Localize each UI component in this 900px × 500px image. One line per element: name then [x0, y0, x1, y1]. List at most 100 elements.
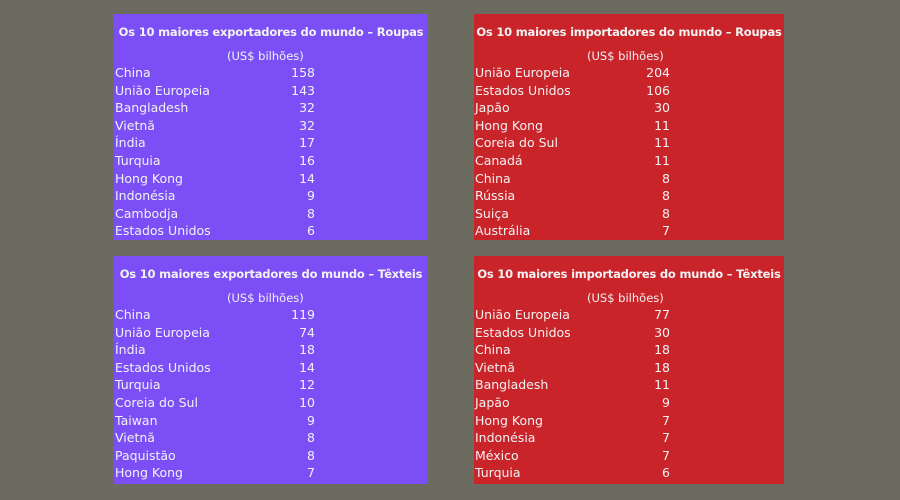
- value-label: 10: [299, 394, 315, 410]
- country-label: Bangladesh: [475, 377, 549, 393]
- table-row: Bangladesh 11: [474, 376, 784, 394]
- country-label: Estados Unidos: [115, 359, 211, 375]
- value-label: 7: [662, 447, 670, 463]
- country-label: Turquia: [115, 152, 161, 168]
- country-label: Estados Unidos: [475, 82, 571, 98]
- importers-clothing-panel: Os 10 maiores importadores do mundo – Ro…: [474, 14, 784, 240]
- country-label: Taiwan: [115, 412, 158, 428]
- table-row: México 7: [474, 447, 784, 465]
- value-label: 16: [299, 152, 315, 168]
- table-row: Hong Kong 14: [114, 170, 428, 188]
- value-label: 11: [654, 117, 670, 133]
- country-label: Coreia do Sul: [475, 135, 558, 151]
- value-label: 106: [646, 82, 670, 98]
- table-row: China 158: [114, 64, 428, 82]
- country-label: China: [115, 65, 151, 80]
- country-label: Índia: [115, 342, 146, 358]
- value-label: 11: [654, 135, 670, 151]
- country-label: Estados Unidos: [115, 223, 211, 239]
- country-label: Vietnã: [115, 430, 155, 446]
- value-label: 7: [307, 465, 315, 481]
- country-label: Cambodja: [115, 205, 179, 221]
- table-row: Austrália 7: [474, 222, 784, 240]
- table-body: União Europeia 77 Estados Unidos 30 China 18 V…: [474, 306, 784, 482]
- country-label: Turquia: [475, 465, 521, 481]
- country-label: Hong Kong: [115, 170, 183, 186]
- table-row: Turquia 16: [114, 152, 428, 170]
- country-label: União Europeia: [475, 307, 570, 322]
- country-label: Suiça: [475, 205, 509, 221]
- value-label: 30: [654, 324, 670, 340]
- country-label: Coreia do Sul: [115, 394, 198, 410]
- exporters-clothing-panel: Os 10 maiores exportadores do mundo – Ro…: [114, 14, 428, 240]
- value-label: 32: [299, 117, 315, 133]
- country-label: Vietnã: [115, 117, 155, 133]
- table-row: Estados Unidos 30: [474, 324, 784, 342]
- panel-title: Os 10 maiores exportadores do mundo – Ro…: [118, 25, 424, 39]
- value-label: 8: [307, 430, 315, 446]
- table-row: União Europeia 74: [114, 324, 428, 342]
- table-row: Cambodja 8: [114, 205, 428, 223]
- value-label: 6: [662, 465, 670, 481]
- table-row: Indonésia 9: [114, 187, 428, 205]
- table-row: Paquistão 8: [114, 447, 428, 465]
- value-label: 14: [299, 170, 315, 186]
- country-label: Japão: [475, 394, 510, 410]
- value-label: 9: [307, 412, 315, 428]
- table-row: Japão 9: [474, 394, 784, 412]
- table-row: Taiwan 9: [114, 412, 428, 430]
- panel-unit: (US$ bilhões): [587, 291, 664, 305]
- value-label: 158: [291, 65, 315, 80]
- country-label: Indonésia: [475, 430, 536, 446]
- table-row: China 119: [114, 306, 428, 324]
- panel-unit: (US$ bilhões): [227, 49, 304, 63]
- country-label: Índia: [115, 135, 146, 151]
- value-label: 8: [662, 205, 670, 221]
- country-label: China: [475, 170, 511, 186]
- country-label: União Europeia: [115, 324, 210, 340]
- value-label: 8: [307, 447, 315, 463]
- value-label: 7: [662, 223, 670, 239]
- table-row: Turquia 6: [474, 464, 784, 482]
- value-label: 9: [662, 394, 670, 410]
- value-label: 204: [646, 65, 670, 80]
- country-label: União Europeia: [115, 82, 210, 98]
- country-label: Paquistão: [115, 447, 176, 463]
- table-row: União Europeia 204: [474, 64, 784, 82]
- country-label: Estados Unidos: [475, 324, 571, 340]
- value-label: 18: [654, 342, 670, 358]
- country-label: México: [475, 447, 519, 463]
- table-row: Rússia 8: [474, 187, 784, 205]
- value-label: 14: [299, 359, 315, 375]
- table-row: União Europeia 77: [474, 306, 784, 324]
- value-label: 77: [654, 307, 670, 322]
- table-row: Vietnã 32: [114, 117, 428, 135]
- value-label: 18: [654, 359, 670, 375]
- value-label: 18: [299, 342, 315, 358]
- table-row: Turquia 12: [114, 376, 428, 394]
- table-row: Índia 17: [114, 134, 428, 152]
- country-label: Canadá: [475, 152, 523, 168]
- country-label: Japão: [475, 100, 510, 116]
- panel-title: Os 10 maiores importadores do mundo – Tê…: [477, 267, 781, 281]
- country-label: Hong Kong: [475, 117, 543, 133]
- importers-textiles-panel: Os 10 maiores importadores do mundo – Tê…: [474, 256, 784, 484]
- value-label: 7: [662, 430, 670, 446]
- country-label: China: [115, 307, 151, 322]
- country-label: Hong Kong: [115, 465, 183, 481]
- table-row: Bangladesh 32: [114, 99, 428, 117]
- table-row: Estados Unidos 14: [114, 359, 428, 377]
- value-label: 17: [299, 135, 315, 151]
- country-label: China: [475, 342, 511, 358]
- table-row: Vietnã 8: [114, 429, 428, 447]
- table-row: Coreia do Sul 10: [114, 394, 428, 412]
- table-row: Vietnã 18: [474, 359, 784, 377]
- table-row: Estados Unidos 106: [474, 82, 784, 100]
- table-body: China 119 União Europeia 74 Índia 18 Estados U…: [114, 306, 428, 482]
- panel-unit: (US$ bilhões): [587, 49, 664, 63]
- panel-title: Os 10 maiores exportadores do mundo – Tê…: [119, 267, 423, 281]
- table-row: Hong Kong 7: [114, 464, 428, 482]
- table-row: China 8: [474, 170, 784, 188]
- table-row: Japão 30: [474, 99, 784, 117]
- country-label: Bangladesh: [115, 100, 189, 116]
